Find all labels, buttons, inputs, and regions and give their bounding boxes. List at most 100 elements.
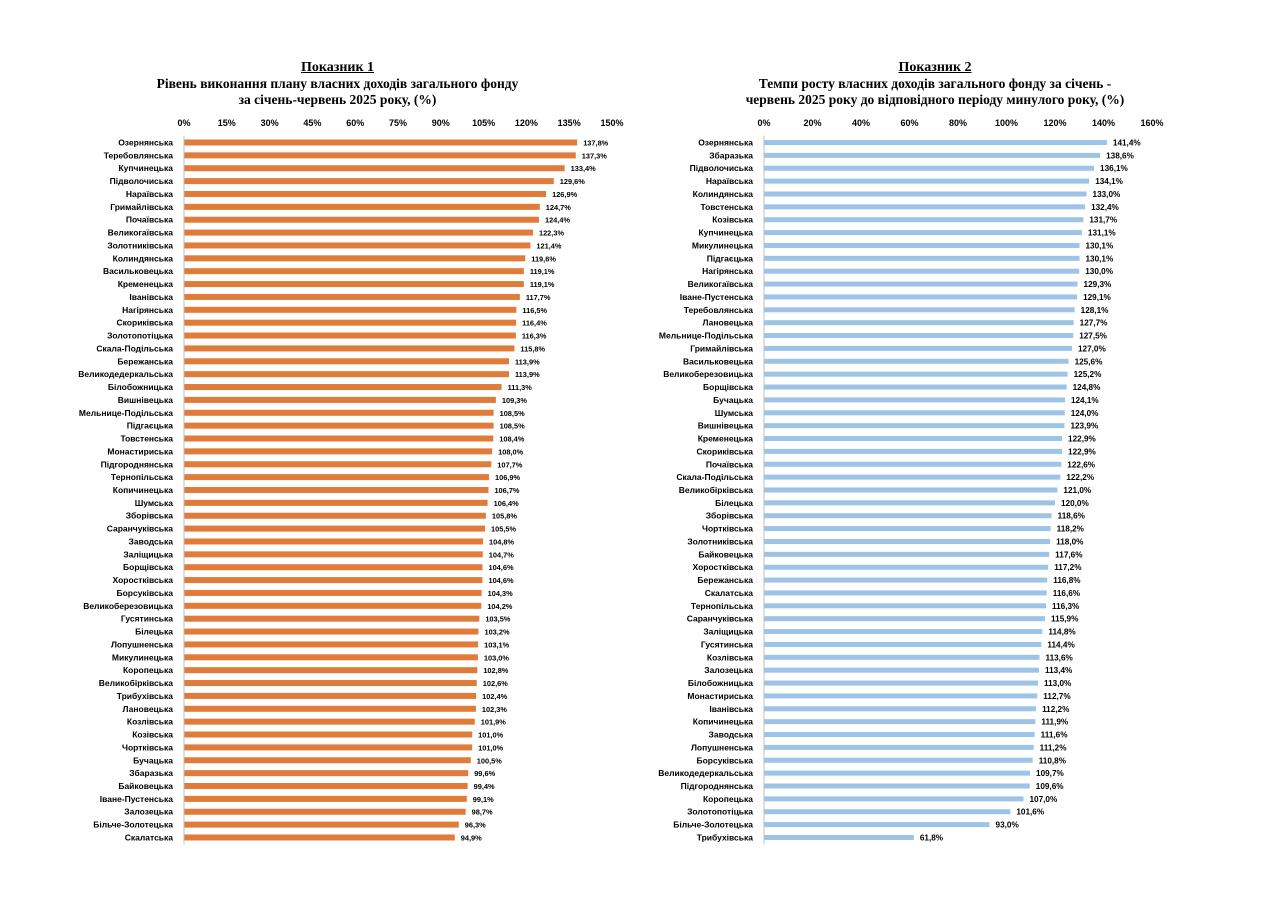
chart-1-category-label: Чортківська: [122, 742, 173, 752]
chart-1-value-label: 102,8%: [483, 666, 508, 675]
chart-1-value-label: 113,9%: [515, 370, 540, 379]
chart-2-bar: [764, 641, 1042, 647]
chart-2-category-label: Золотниківська: [687, 536, 753, 546]
chart-1-value-label: 102,3%: [482, 705, 507, 714]
chart-1-category-label: Тернопільська: [111, 472, 173, 482]
chart-1-tick-label: 120%: [515, 118, 538, 128]
chart-1-category-label: Хоростківська: [113, 575, 174, 585]
chart-2-category-label: Підволочиська: [690, 163, 754, 173]
chart-2-value-label: 112,7%: [1043, 692, 1071, 701]
chart-1-value-label: 108,0%: [498, 447, 523, 456]
chart-2-bar: [764, 796, 1024, 802]
chart-2-category-label: Золотопотіцька: [687, 807, 753, 817]
chart-2-category-label: Великогаївська: [688, 279, 754, 289]
chart-2-category-label: Скориківська: [697, 446, 754, 456]
chart-1-bar: [184, 628, 479, 635]
chart-1-category-label: Скориківська: [117, 318, 174, 328]
chart-1-bar: [184, 731, 473, 738]
chart-2-category-label: Саранчуківська: [687, 614, 754, 624]
chart-1-bar: [184, 178, 554, 185]
chart-1-category-label: Вишнівецька: [118, 395, 173, 405]
chart-1-bar: [184, 783, 468, 789]
chart-1-value-label: 99,4%: [474, 782, 495, 791]
chart-2-bar: [764, 616, 1046, 622]
chart-2-category-label: Іване-Пустенська: [680, 292, 753, 302]
chart-1-bar: [184, 268, 524, 275]
chart-1-value-label: 104,6%: [488, 576, 513, 585]
chart-2-value-label: 101,6%: [1016, 808, 1044, 817]
chart-1-tick-label: 15%: [218, 118, 236, 128]
chart-1-bar: [184, 152, 576, 159]
chart-1-bar: [184, 538, 484, 545]
chart-2-bar: [764, 744, 1034, 750]
chart-2-bar: [764, 397, 1065, 403]
chart-1-category-label: Байковецька: [118, 781, 173, 791]
chart-2-bar: [764, 732, 1035, 738]
chart-2-bar: [764, 371, 1068, 377]
chart-1-bar: [184, 461, 492, 468]
chart-1-value-label: 104,7%: [489, 550, 514, 559]
chart-1-category-label: Збаразька: [129, 768, 173, 778]
chart-2-category-label: Залозецька: [704, 665, 753, 675]
chart-2-bar: [764, 307, 1075, 313]
chart-1-value-label: 103,5%: [485, 615, 510, 624]
chart-1-bar: [184, 319, 517, 326]
chart-2-category-label: Вишнівецька: [698, 421, 753, 431]
chart-1-bar: [184, 692, 477, 699]
chart-1-tick-label: 75%: [389, 118, 407, 128]
chart-2-value-label: 128,1%: [1081, 306, 1109, 315]
chart-1-value-label: 111,3%: [508, 383, 533, 392]
chart-2-category-label: Лопушненська: [691, 742, 753, 752]
chart-2-category-label: Скала-Подільська: [676, 472, 753, 482]
chart-1-bar: [184, 281, 524, 288]
chart-2-bar: [764, 577, 1048, 583]
chart-1-bar: [184, 435, 494, 442]
chart-2-value-label: 109,6%: [1036, 782, 1064, 791]
chart-1-category-label: Підволочиська: [110, 176, 174, 186]
chart-2-value-label: 122,6%: [1067, 460, 1095, 469]
chart-2-value-label: 136,1%: [1100, 164, 1128, 173]
chart-1-value-label: 101,0%: [478, 743, 503, 752]
chart-2-value-label: 110,8%: [1039, 756, 1067, 765]
chart-1-value-label: 102,6%: [483, 679, 508, 688]
chart-2-value-label: 131,1%: [1088, 229, 1116, 238]
chart-1-category-label: Шумська: [135, 498, 174, 508]
chart-2-value-label: 114,4%: [1047, 640, 1075, 649]
chart-2-bar: [764, 667, 1039, 673]
chart-1-category-label: Борщівська: [123, 562, 173, 572]
chart-2-value-label: 111,9%: [1041, 718, 1069, 727]
chart-1-category-label: Васильковецька: [103, 266, 173, 276]
chart-2-category-label: Нагірянська: [702, 266, 753, 276]
chart-1-category-label: Заводська: [129, 536, 174, 546]
chart-1-category-label: Білобожницька: [108, 382, 173, 392]
chart-1-bar: [184, 229, 533, 236]
chart-2-title: Показник 2 Темпи росту власних доходів з…: [680, 60, 1190, 108]
chart-2-tick-label: 40%: [852, 118, 870, 128]
chart-1-value-label: 94,9%: [461, 833, 482, 842]
chart-2-category-label: Колиндянська: [693, 189, 754, 199]
chart-2-bar: [764, 526, 1051, 532]
chart-1-value-label: 104,8%: [489, 537, 514, 546]
chart-1-category-label: Іванівська: [129, 292, 173, 302]
chart-2-bar: [764, 564, 1049, 570]
chart-2-value-label: 117,2%: [1054, 563, 1082, 572]
chart-2-value-label: 116,8%: [1053, 576, 1081, 585]
chart-2-tick-label: 160%: [1140, 118, 1163, 128]
chart-1-category-label: Підгаєцька: [127, 421, 174, 431]
chart-1-bar: [184, 486, 489, 493]
chart-2-bar: [764, 809, 1011, 815]
chart-2-value-label: 109,7%: [1036, 769, 1064, 778]
chart-2-bar: [764, 654, 1040, 660]
chart-2-value-label: 61,8%: [920, 833, 944, 842]
chart-1-tick-label: 60%: [346, 118, 364, 128]
chart-2-value-label: 114,8%: [1048, 628, 1076, 637]
chart-1-category-label: Великодедеркальська: [78, 369, 173, 379]
chart-2-value-label: 127,7%: [1080, 319, 1108, 328]
chart-1-bar: [184, 795, 467, 802]
chart-2-value-label: 115,9%: [1051, 615, 1079, 624]
chart-2-value-label: 138,6%: [1106, 151, 1134, 160]
chart-1-value-label: 113,9%: [515, 357, 540, 366]
chart-1-value-label: 103,0%: [484, 653, 509, 662]
chart-2-value-label: 113,4%: [1045, 666, 1073, 675]
chart-2-value-label: 113,6%: [1045, 653, 1073, 662]
